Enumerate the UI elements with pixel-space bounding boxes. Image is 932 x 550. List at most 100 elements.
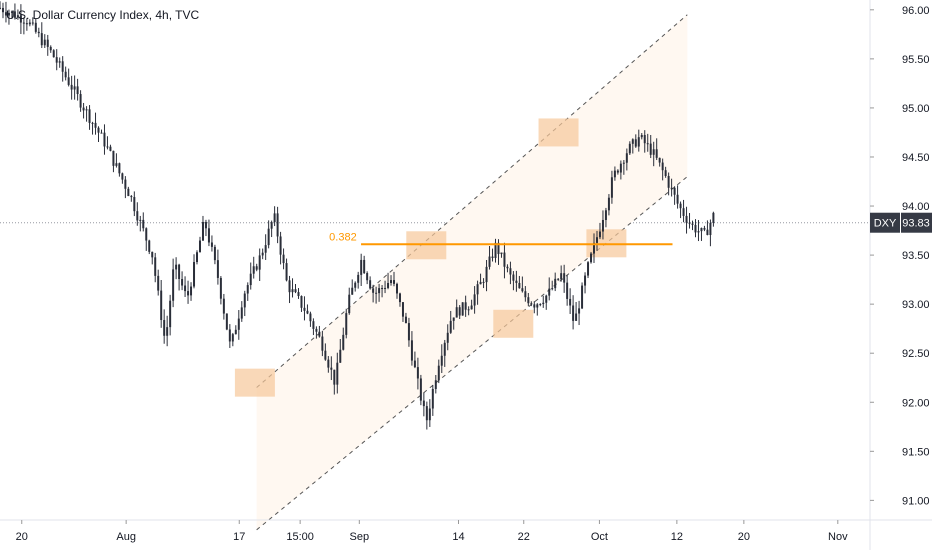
candle-body: [527, 297, 530, 304]
x-tick-label: 12: [671, 531, 683, 543]
candle-body: [187, 291, 190, 296]
candle-body: [103, 132, 106, 147]
candle-body: [661, 162, 664, 171]
candle-body: [237, 318, 240, 330]
fib-retracement: 0.382: [329, 231, 673, 246]
candle-body: [270, 222, 273, 229]
candle-body: [709, 222, 712, 236]
candle-body: [321, 336, 324, 351]
candle-body: [491, 256, 494, 259]
candle-body: [616, 170, 619, 173]
candle-body: [428, 408, 431, 421]
candle-body: [345, 313, 348, 335]
candle-body: [7, 12, 10, 16]
candle-body: [467, 309, 470, 311]
candle-body: [339, 349, 342, 363]
candle-body: [181, 279, 184, 286]
y-tick-label: 92.50: [902, 348, 930, 360]
candle-body: [327, 359, 330, 368]
candle-body: [601, 219, 604, 232]
candle-body: [324, 350, 327, 360]
candle-body: [73, 86, 76, 90]
candle-body: [593, 242, 596, 254]
x-tick-label: 20: [738, 531, 750, 543]
candle-body: [282, 254, 285, 264]
candle-body: [225, 313, 228, 330]
candle-body: [151, 251, 154, 258]
candle-body: [503, 252, 506, 267]
x-tick-label: 14: [452, 531, 464, 543]
pivot-highlight-box: [234, 368, 275, 397]
candle-body: [336, 362, 339, 385]
candle-body: [351, 287, 354, 295]
candle-body: [1, 7, 4, 13]
symbol-badge: [870, 212, 900, 233]
price-badge: [901, 212, 932, 233]
candle-body: [398, 293, 401, 303]
pivot-highlight-box: [538, 118, 579, 147]
candle-body: [204, 221, 207, 229]
candle-body: [655, 149, 658, 158]
candle-body: [446, 332, 449, 343]
candle-body: [145, 228, 148, 241]
price-badge-text: 93.83: [902, 218, 930, 230]
candle-body: [157, 275, 160, 291]
candle-body: [494, 242, 497, 259]
x-tick-label: Oct: [591, 531, 608, 543]
candle-body: [393, 280, 396, 284]
candle-body: [300, 296, 303, 308]
candle-body: [240, 307, 243, 319]
candle-body: [422, 400, 425, 407]
y-tick-label: 94.50: [902, 152, 930, 164]
candle-body: [470, 305, 473, 310]
candle-body: [458, 307, 461, 316]
candle-body: [255, 266, 258, 270]
candle-body: [676, 194, 679, 204]
candle-body: [363, 259, 366, 274]
candle-body: [416, 367, 419, 379]
candle-body: [94, 122, 97, 128]
y-tick-label: 96.00: [902, 5, 930, 17]
candle-body: [497, 242, 500, 255]
x-tick-label: 22: [518, 531, 530, 543]
candle-body: [16, 15, 19, 18]
candle-body: [569, 298, 572, 306]
candle-body: [252, 266, 255, 274]
candle-body: [216, 260, 219, 278]
candle-body: [372, 288, 375, 293]
candle-body: [198, 240, 201, 253]
candle-body: [246, 285, 249, 294]
candle-body: [261, 252, 264, 256]
candle-body: [667, 175, 670, 188]
candle-body: [121, 173, 124, 180]
candle-body: [133, 197, 136, 212]
candle-body: [207, 228, 210, 243]
candle-body: [276, 213, 279, 237]
candle-body: [548, 288, 551, 296]
candle-body: [85, 109, 88, 111]
candle-body: [190, 286, 193, 296]
price-channel: [256, 14, 688, 531]
candle-body: [384, 287, 387, 289]
candle-body: [682, 208, 685, 216]
candle-body: [634, 139, 637, 147]
candle-body: [222, 298, 225, 314]
candle-body: [703, 227, 706, 230]
candle-body: [464, 302, 467, 310]
candle-body: [628, 143, 631, 154]
candle-body: [619, 163, 622, 173]
candle-body: [243, 293, 246, 308]
candle-body: [166, 327, 169, 336]
y-tick-label: 91.00: [902, 495, 930, 507]
candle-body: [79, 94, 82, 108]
candle-body: [390, 280, 393, 284]
candle-body: [539, 304, 542, 306]
candle-body: [306, 310, 309, 314]
candle-body: [485, 266, 488, 283]
x-tick-label: Sep: [350, 531, 370, 543]
candle-body: [46, 39, 49, 47]
candle-body: [294, 289, 297, 293]
candle-body: [109, 146, 112, 151]
candle-body: [631, 139, 634, 144]
candle-body: [640, 135, 643, 138]
